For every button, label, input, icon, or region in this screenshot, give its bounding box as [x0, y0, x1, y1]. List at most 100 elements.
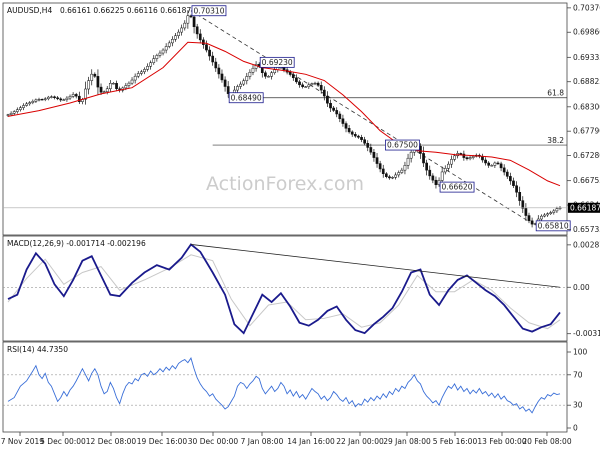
candle-body: [353, 134, 357, 137]
candle-body: [335, 110, 339, 115]
price-tick-label: 0.69335: [573, 53, 600, 62]
rsi-line: [3, 357, 567, 414]
time-tick-label: 27 Nov 2019: [0, 437, 44, 446]
candle-body: [462, 153, 466, 158]
candle-body: [31, 101, 35, 103]
candle-body: [143, 69, 146, 73]
candle-body: [264, 72, 267, 77]
candle-body: [127, 82, 131, 86]
candle-body: [146, 66, 149, 70]
candle-body: [273, 69, 277, 74]
candle-body: [329, 102, 332, 109]
candle-body: [108, 83, 112, 90]
candle-body: [357, 135, 360, 138]
candle-body: [19, 107, 22, 110]
macd-panel: MACD(12,26,9) -0.001714 -0.002196 0.0028…: [2, 235, 600, 342]
candle-body: [50, 96, 53, 98]
candle-body: [540, 215, 543, 220]
candle-body: [205, 44, 208, 51]
time-tick-label: 29 Jan 08:00: [383, 437, 431, 446]
candle-body: [192, 16, 196, 27]
time-tick-label: 14 Jan 16:00: [287, 437, 335, 446]
candle-body: [149, 62, 153, 67]
candle-body: [171, 39, 174, 44]
candle-body: [242, 80, 246, 85]
candle-body: [400, 169, 404, 173]
symbol-label: AUDUSD,H4: [7, 6, 52, 15]
candle-body: [12, 111, 16, 114]
current-price-box: [568, 202, 600, 213]
candle-body: [319, 85, 323, 91]
candle-body: [338, 113, 342, 120]
candle-body: [177, 31, 180, 36]
price-panel: ActionForex.com 61.838.2 0.703100.692300…: [2, 2, 600, 236]
candle-body: [245, 76, 249, 82]
candle-body: [25, 103, 28, 106]
candle-body: [375, 157, 379, 164]
candle-body: [208, 49, 211, 57]
candle-body: [490, 165, 494, 167]
candle-body: [112, 83, 115, 85]
candle-body: [326, 95, 329, 104]
candle-body: [552, 210, 556, 213]
annotation-label: 0.67500: [387, 141, 418, 150]
candle-body: [546, 213, 549, 216]
rsi-line: [7, 357, 561, 414]
candle-body: [87, 80, 90, 90]
candle-body: [502, 167, 506, 173]
candle-body: [174, 35, 177, 40]
rsi-axis: 100 70 30 0: [567, 348, 588, 433]
time-tick-label: 30 Dec 00:00: [188, 437, 239, 446]
time-tick-label: 5 Dec 00:00: [40, 437, 86, 446]
candle-body: [555, 208, 559, 212]
candle-body: [397, 172, 401, 176]
candle-body: [152, 58, 156, 63]
candle-body: [248, 72, 252, 77]
candle-body: [341, 118, 345, 124]
candle-body: [251, 67, 255, 73]
candle-body: [549, 212, 553, 215]
candle-body: [236, 86, 239, 91]
candle-body: [512, 180, 515, 186]
rsi-tick-label: 0: [573, 424, 578, 433]
time-tick-label: 5 Feb 16:00: [433, 437, 478, 446]
candle-body: [450, 159, 453, 165]
candle-body: [428, 169, 432, 177]
candle-body: [366, 143, 370, 148]
candle-body: [388, 176, 391, 179]
candle-body: [68, 96, 72, 99]
candle-body: [484, 159, 487, 164]
macd-panel-frame: [2, 235, 568, 342]
candle-body: [90, 73, 94, 81]
time-tick-label: 13 Feb 00:00: [477, 437, 526, 446]
candle-body: [391, 177, 394, 179]
candle-body: [198, 33, 202, 41]
macd-label: MACD(12,26,9) -0.001714 -0.002196: [7, 239, 146, 248]
candle-body: [447, 163, 450, 169]
candle-body: [487, 162, 491, 166]
macd-lines: [3, 243, 567, 335]
candle-body: [133, 75, 137, 81]
moving-average: [7, 41, 561, 187]
candle-body: [28, 102, 32, 105]
candle-body: [350, 131, 354, 135]
candle-body: [443, 168, 447, 173]
macd-axis: 0.002871 0.00 -0.003141: [567, 240, 600, 338]
macd-main-line: [7, 243, 561, 335]
candle-body: [22, 105, 25, 108]
candle-body: [425, 162, 429, 171]
candle-body: [139, 71, 143, 74]
candle-body: [62, 99, 66, 101]
annotation-label: 0.70310: [193, 6, 224, 15]
candle-body: [530, 220, 534, 225]
candle-body: [440, 171, 444, 181]
candle-body: [505, 171, 509, 177]
candle-body: [307, 84, 311, 87]
